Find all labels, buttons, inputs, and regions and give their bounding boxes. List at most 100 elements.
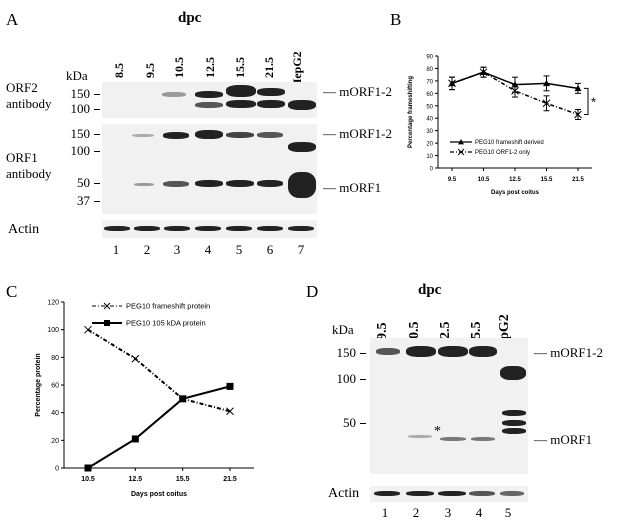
band-label-text: mORF1-2 xyxy=(339,126,392,141)
data-point xyxy=(131,435,139,443)
lane-header: 8.5 xyxy=(112,63,126,78)
marker-tick xyxy=(94,151,100,152)
y-tick-label: 70 xyxy=(426,79,433,85)
blot-band xyxy=(257,88,285,96)
marker-tick xyxy=(360,423,366,424)
blot-band xyxy=(288,172,316,198)
y-tick-label: 30 xyxy=(426,129,433,135)
x-tick-label: 9.5 xyxy=(448,177,457,183)
band-label-text: mORF1 xyxy=(550,432,593,447)
y-tick-label: 60 xyxy=(426,92,433,98)
lane-number: 3 xyxy=(444,505,452,520)
blot-band xyxy=(162,92,186,97)
y-axis-label: Percentage protein xyxy=(35,353,42,416)
blot-band xyxy=(257,226,283,231)
blot-band xyxy=(226,100,256,108)
y-tick-label: 120 xyxy=(47,300,59,307)
panel-a-kda: kDa xyxy=(66,68,88,83)
data-point xyxy=(574,110,582,119)
lane-number: 4 xyxy=(204,242,212,257)
marker-tick xyxy=(94,183,100,184)
blot-band xyxy=(502,420,526,426)
panel-d-kda: kDa xyxy=(332,322,354,337)
y-tick-label: 40 xyxy=(51,410,59,417)
lane-header: 21.5 xyxy=(262,57,276,78)
legend-label: PEG10 frameshift protein xyxy=(126,302,210,311)
blot-band xyxy=(226,85,256,97)
lane-number: 7 xyxy=(297,242,305,257)
marker-tick xyxy=(94,94,100,95)
y-tick-label: 0 xyxy=(55,466,59,473)
orf1-antibody-label: ORF1 antibody xyxy=(6,150,52,182)
blot-band xyxy=(195,180,223,187)
orf1-bottom-band-label: — mORF1 xyxy=(323,180,382,195)
blot-band xyxy=(469,491,495,496)
blot-band xyxy=(195,91,223,98)
series-line xyxy=(87,328,231,413)
actin-label-d: Actin xyxy=(328,486,360,501)
band-label-text: mORF1-2 xyxy=(550,345,603,360)
blot-band xyxy=(440,437,466,441)
y-tick-label: 50 xyxy=(426,104,433,110)
blot-band xyxy=(469,346,497,357)
marker-label: 150 xyxy=(70,126,91,141)
y-axis-label: Percentage frameshifting xyxy=(408,76,414,148)
blot-band xyxy=(163,132,189,139)
lane-number: 3 xyxy=(173,242,181,257)
x-tick-label: 12.5 xyxy=(129,476,143,483)
blot-band xyxy=(500,366,526,380)
blot-band xyxy=(288,142,316,152)
actin-blot-d xyxy=(370,486,528,502)
blot-band xyxy=(195,130,223,139)
blot-band xyxy=(226,226,252,231)
x-tick-label: 12.5 xyxy=(509,177,521,183)
y-tick-label: 90 xyxy=(426,55,433,61)
x-axis-label: Days post coitus xyxy=(491,190,540,196)
marker-label: 37 xyxy=(77,193,90,208)
blot-band xyxy=(500,491,524,496)
marker-tick xyxy=(94,109,100,110)
data-point xyxy=(574,84,582,92)
lane-number: 5 xyxy=(504,505,512,520)
blot-band xyxy=(438,491,466,496)
data-point xyxy=(458,139,464,145)
marker-tick xyxy=(360,379,366,380)
lane-number: 2 xyxy=(412,505,420,520)
y-tick-label: 100 xyxy=(47,327,59,334)
blot-band xyxy=(164,226,190,231)
data-point xyxy=(479,68,488,77)
y-tick-label: 10 xyxy=(426,154,433,160)
blot-band xyxy=(288,100,316,110)
band-label-text: mORF1-2 xyxy=(339,84,392,99)
orf2-antibody-label: ORF2 antibody xyxy=(6,80,52,112)
marker-tick xyxy=(360,353,366,354)
blot-band xyxy=(374,491,400,496)
blot-band xyxy=(406,491,434,496)
x-tick-label: 10.5 xyxy=(478,177,490,183)
blot-band xyxy=(163,181,189,187)
orf2-label-line: antibody xyxy=(6,96,52,111)
y-tick-label: 40 xyxy=(426,117,433,123)
panel-c-label: C xyxy=(6,282,18,301)
panel-a-label: A xyxy=(6,10,19,29)
orf1-label-line: antibody xyxy=(6,166,52,181)
y-tick-label: 20 xyxy=(426,142,433,148)
blot-band xyxy=(257,100,285,108)
series-line xyxy=(87,385,231,469)
marker-label: 50 xyxy=(77,175,90,190)
significance-bracket xyxy=(584,87,589,115)
blot-band xyxy=(134,183,154,186)
data-point xyxy=(104,320,110,326)
orf2-blot xyxy=(102,82,317,118)
blot-band xyxy=(257,180,283,187)
data-point xyxy=(542,99,551,108)
data-point xyxy=(226,382,234,390)
orf2-band-label: — mORF1-2 xyxy=(323,84,392,99)
data-point xyxy=(511,86,519,95)
lane-header: 15.5 xyxy=(233,57,247,78)
marker-label: 100 xyxy=(336,371,357,386)
data-point xyxy=(226,407,234,416)
x-axis-label: Days post coitus xyxy=(131,491,187,498)
data-point xyxy=(84,325,92,334)
marker-tick xyxy=(94,134,100,135)
